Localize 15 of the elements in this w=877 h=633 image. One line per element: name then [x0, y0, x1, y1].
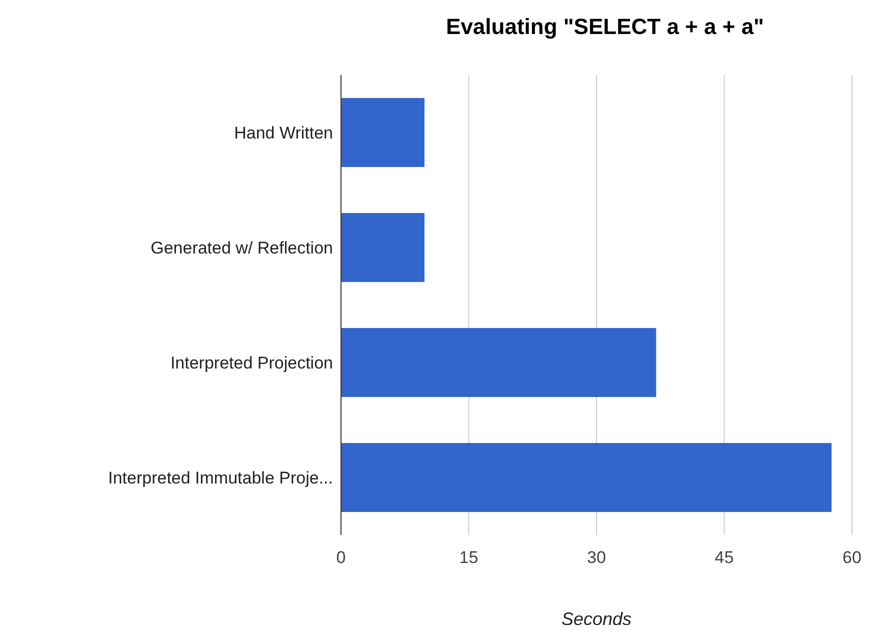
y-tick-label: Hand Written — [234, 124, 333, 143]
x-tick-label: 45 — [714, 548, 734, 568]
y-tick-label: Generated w/ Reflection — [150, 238, 333, 258]
bar — [341, 213, 424, 282]
x-tick-label: 30 — [587, 548, 606, 568]
x-tick-label: 0 — [336, 548, 346, 568]
bar — [341, 443, 832, 512]
y-tick-label: Interpreted Immutable Proje... — [108, 468, 333, 488]
y-tick-label: Interpreted Projection — [170, 354, 333, 373]
bar — [341, 328, 656, 397]
bar — [341, 98, 424, 167]
x-tick-label: 60 — [842, 548, 862, 568]
x-axis-title: Seconds — [561, 609, 632, 629]
chart-title: Evaluating "SELECT a + a + a" — [445, 14, 765, 40]
x-tick-label: 15 — [459, 548, 478, 568]
